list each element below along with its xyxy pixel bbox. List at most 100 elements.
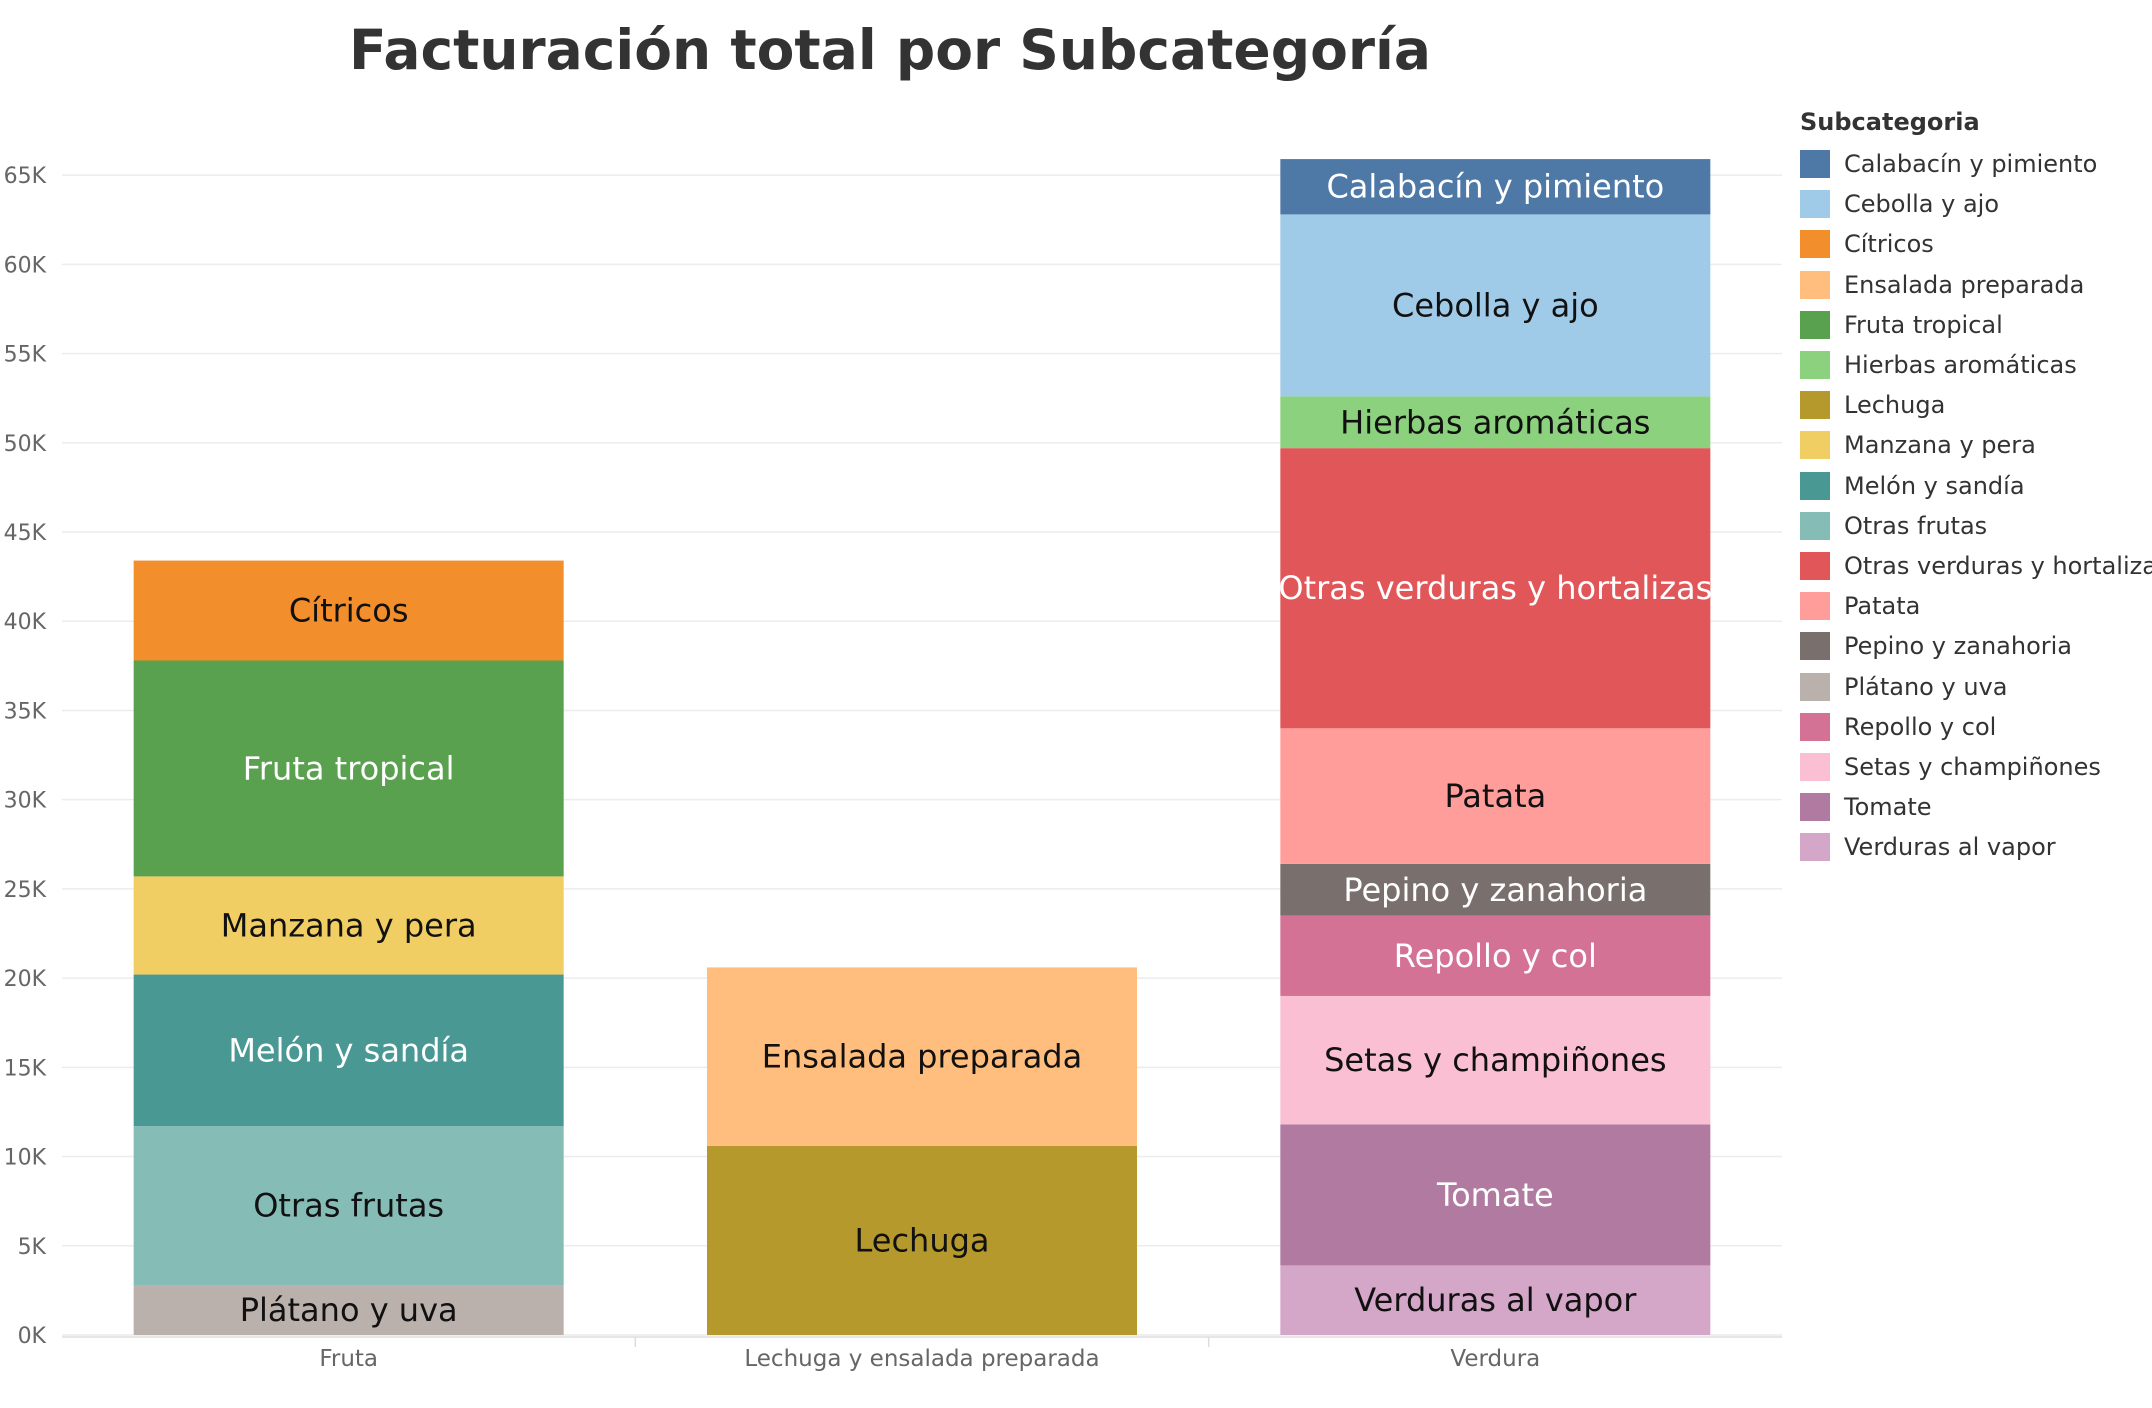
legend-label: Ensalada preparada	[1844, 270, 2085, 299]
legend-swatch	[1800, 310, 1830, 339]
segment-label: Calabacín y pimiento	[1326, 168, 1664, 206]
legend-swatch	[1800, 270, 1830, 299]
legend: Subcategoria Calabacín y pimiento Cebolla…	[1800, 108, 2152, 867]
segment-label: Repollo y col	[1394, 937, 1597, 975]
legend-item[interactable]: Patata	[1800, 586, 2150, 626]
bar-segment[interactable]	[1280, 1265, 1711, 1335]
legend-label: Plátano y uva	[1844, 672, 2008, 701]
legend-swatch	[1800, 632, 1830, 661]
legend-item[interactable]: Setas y champiñones	[1800, 747, 2150, 787]
y-axis: 0K 5K 10K 15K 20K 25K 30K 35K 40K 45K 50K 55K 60K 65K	[4, 164, 47, 1349]
legend-item[interactable]: Repollo y col	[1800, 707, 2150, 747]
x-category-label: Fruta	[319, 1346, 378, 1372]
legend-swatch	[1800, 712, 1830, 741]
y-tick-label: 40K	[4, 610, 47, 635]
segment-label: Hierbas aromáticas	[1340, 403, 1650, 441]
chart-title: Facturación total por Subcategoría	[349, 18, 1431, 82]
segment-label: Setas y champiñones	[1324, 1041, 1666, 1079]
legend-swatch	[1800, 752, 1830, 781]
x-axis: Fruta Lechuga y ensalada preparada Verdura	[319, 1337, 1540, 1372]
legend-swatch	[1800, 351, 1830, 380]
legend-label: Otras verduras y hortalizas	[1844, 551, 2152, 580]
y-tick-label: 0K	[18, 1324, 47, 1349]
legend-label: Manzana y pera	[1844, 431, 2036, 460]
legend-label: Repollo y col	[1844, 712, 1997, 741]
bar-segment[interactable]	[133, 560, 564, 661]
bar-segment[interactable]	[1280, 728, 1711, 864]
segment-label: Patata	[1444, 777, 1546, 815]
bar-segment[interactable]	[1280, 159, 1711, 215]
bar-segment[interactable]	[133, 974, 564, 1127]
bar-segment[interactable]	[1280, 1124, 1711, 1266]
bar-segment[interactable]	[1280, 915, 1711, 996]
legend-item[interactable]: Pepino y zanahoria	[1800, 626, 2150, 666]
bar-segment[interactable]	[133, 876, 564, 975]
bar-segment[interactable]	[1280, 214, 1711, 397]
legend-title: Subcategoria	[1800, 108, 1980, 136]
x-category-label: Lechuga y ensalada preparada	[744, 1346, 1099, 1372]
legend-item[interactable]: Cítricos	[1800, 224, 2150, 264]
legend-item[interactable]: Otras verduras y hortalizas	[1800, 546, 2152, 586]
legend-item[interactable]: Verduras al vapor	[1800, 827, 2150, 867]
y-tick-label: 60K	[4, 253, 47, 278]
y-tick-label: 65K	[4, 164, 47, 189]
legend-swatch	[1800, 551, 1830, 580]
segment-label: Tomate	[1436, 1176, 1554, 1214]
segment-label: Melón y sandía	[228, 1031, 469, 1069]
legend-swatch	[1800, 150, 1830, 179]
segment-label: Verduras al vapor	[1354, 1281, 1637, 1319]
bar-segment[interactable]	[707, 1145, 1137, 1335]
legend-swatch	[1800, 793, 1830, 822]
legend-swatch	[1800, 190, 1830, 219]
legend-item[interactable]: Lechuga	[1800, 385, 2150, 425]
bar-segment[interactable]	[133, 1126, 564, 1286]
y-tick-label: 20K	[4, 967, 47, 992]
legend-label: Tomate	[1844, 793, 1932, 822]
bar-segment[interactable]	[1280, 863, 1711, 916]
legend-swatch	[1800, 391, 1830, 420]
x-category-label: Verdura	[1450, 1346, 1540, 1372]
segment-label: Pepino y zanahoria	[1343, 871, 1647, 909]
legend-item[interactable]: Tomate	[1800, 787, 2150, 827]
y-tick-label: 5K	[18, 1235, 47, 1260]
legend-item[interactable]: Manzana y pera	[1800, 425, 2150, 465]
y-tick-label: 45K	[4, 521, 47, 546]
segment-label: Manzana y pera	[221, 906, 477, 944]
legend-swatch	[1800, 672, 1830, 701]
segment-label: Otras frutas	[253, 1187, 444, 1225]
legend-items: Calabacín y pimiento Cebolla y ajo Cítrico…	[1800, 144, 2152, 867]
y-tick-label: 30K	[4, 789, 47, 814]
legend-item[interactable]: Hierbas aromáticas	[1800, 345, 2150, 385]
legend-swatch	[1800, 592, 1830, 621]
legend-item[interactable]: Otras frutas	[1800, 506, 2150, 546]
legend-item[interactable]: Ensalada preparada	[1800, 265, 2150, 305]
stacked-bar-chart: 0K 5K 10K 15K 20K 25K 30K 35K 40K 45K 50K 55K 60K 65K…	[4, 159, 1782, 1372]
bar-segment[interactable]	[1280, 448, 1711, 729]
bar-stack: Verduras al vapor Tomate Setas y champiñon…	[1278, 159, 1712, 1335]
bar-segment[interactable]	[133, 1285, 564, 1335]
legend-label: Pepino y zanahoria	[1844, 632, 2072, 661]
legend-label: Lechuga	[1844, 391, 1946, 420]
segment-label: Plátano y uva	[240, 1291, 458, 1329]
legend-swatch	[1800, 471, 1830, 500]
bar-segment[interactable]	[1280, 396, 1711, 449]
bars: Plátano y uva Otras frutas Melón y sandía M…	[133, 159, 1712, 1335]
legend-label: Cítricos	[1844, 230, 1934, 259]
legend-item[interactable]: Cebolla y ajo	[1800, 184, 2150, 224]
segment-label: Cítricos	[289, 592, 409, 630]
legend-label: Otras frutas	[1844, 511, 1988, 540]
segment-label: Ensalada preparada	[762, 1038, 1082, 1076]
legend-item[interactable]: Fruta tropical	[1800, 305, 2150, 345]
legend-label: Calabacín y pimiento	[1844, 150, 2098, 179]
bar-stack: Lechuga Ensalada preparada	[707, 967, 1137, 1335]
legend-item[interactable]: Plátano y uva	[1800, 666, 2150, 706]
bar-segment[interactable]	[133, 660, 564, 877]
bar-segment[interactable]	[1280, 995, 1711, 1125]
bar-segment[interactable]	[707, 967, 1137, 1146]
segment-label: Lechuga	[854, 1221, 989, 1259]
y-tick-label: 15K	[4, 1056, 47, 1081]
legend-item[interactable]: Melón y sandía	[1800, 466, 2150, 506]
legend-item[interactable]: Calabacín y pimiento	[1800, 144, 2150, 184]
bar-stack: Plátano y uva Otras frutas Melón y sandía M…	[133, 560, 564, 1335]
segment-label: Fruta tropical	[243, 749, 455, 787]
